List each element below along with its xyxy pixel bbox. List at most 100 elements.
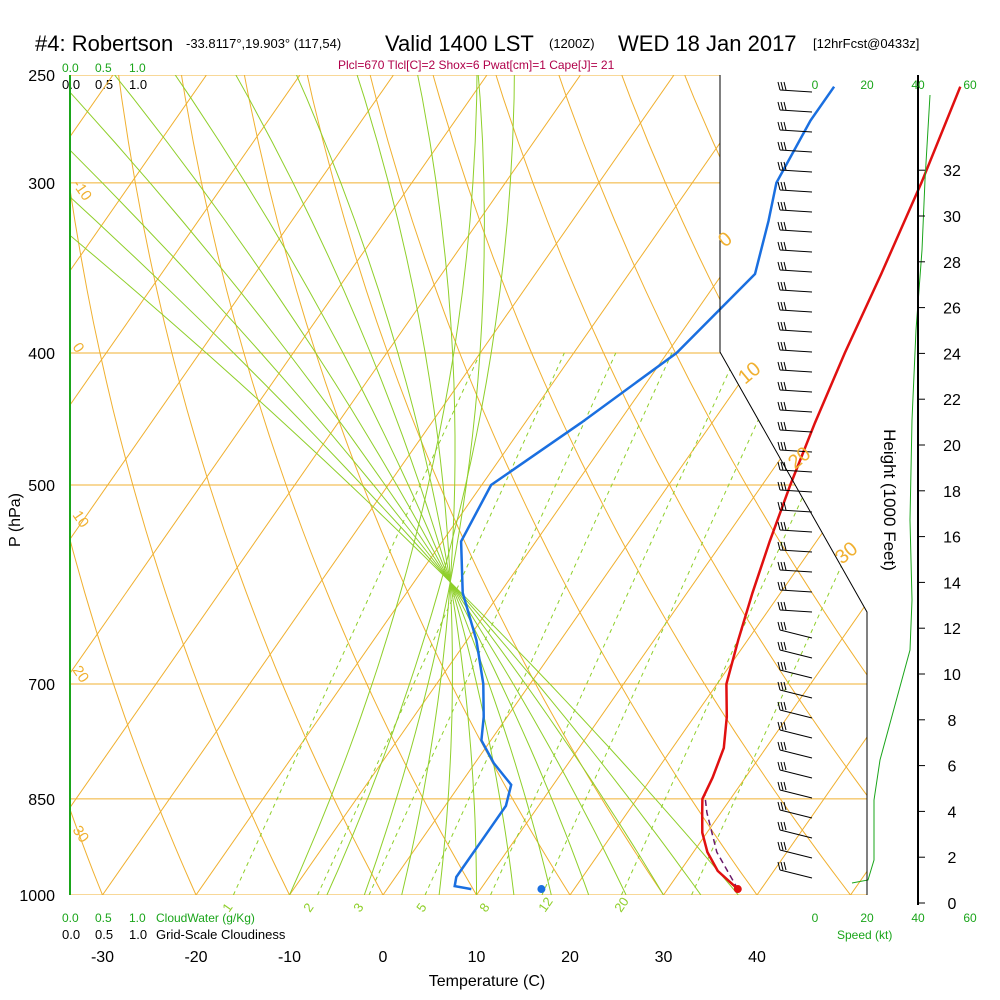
wind-barb-flag xyxy=(780,661,784,671)
dry-adiabat xyxy=(177,75,477,895)
wind-barb-flag xyxy=(777,501,781,511)
height-tick-4: 4 xyxy=(948,804,957,821)
moist-adiabat xyxy=(401,75,456,895)
height-tick-6: 6 xyxy=(948,759,957,776)
wind-barb-flag xyxy=(780,521,784,531)
wind-barb-flag xyxy=(777,521,781,531)
cloudwater-legend: CloudWater (g/Kg) xyxy=(156,911,255,925)
pressure-tick-400: 400 xyxy=(28,346,55,363)
wind-barb-flag xyxy=(780,561,784,571)
wind-barb-flag xyxy=(780,681,784,691)
dry-adiabat xyxy=(301,75,664,895)
isotherm xyxy=(0,0,18,895)
wind-barb-flag xyxy=(783,601,787,611)
wind-barb xyxy=(779,829,813,839)
temperature-tick--30: -30 xyxy=(91,949,114,966)
temperature-tick-20: 20 xyxy=(561,949,579,966)
wind-barb-flag xyxy=(777,481,781,491)
speed-tick-top-0: 0 xyxy=(812,78,819,92)
wind-barb-flag xyxy=(777,561,781,571)
mixing-ratio-label-8: 8 xyxy=(476,900,492,915)
wind-barb-flag xyxy=(777,221,781,231)
wind-barb xyxy=(779,349,813,353)
station-title: #4: Robertson xyxy=(35,31,173,56)
wind-barb xyxy=(779,869,813,879)
valid-time: Valid 1400 LST xyxy=(385,31,534,56)
cloudiness-scale-bottom-0: 0.0 xyxy=(62,927,80,942)
height-tick-30: 30 xyxy=(943,209,961,226)
parcel-trace xyxy=(704,795,739,890)
moist-adiabat xyxy=(95,75,590,895)
wind-barb-flag xyxy=(783,581,787,591)
wind-barb-flag xyxy=(783,241,787,251)
wind-barb-flag xyxy=(783,761,787,771)
wind-barb-flag xyxy=(783,181,787,191)
wind-barb-flag xyxy=(780,741,784,751)
wind-barb-flag xyxy=(777,321,781,331)
wind-barb-flag xyxy=(783,161,787,171)
wind-barb xyxy=(779,89,813,93)
temperature-tick-30: 30 xyxy=(655,949,673,966)
isotherm xyxy=(850,75,867,895)
wind-barb xyxy=(779,849,813,859)
wind-barb xyxy=(779,769,813,779)
forecast-date: WED 18 Jan 2017 xyxy=(618,31,797,56)
wind-barb-flag xyxy=(780,201,784,211)
wind-barb-flag xyxy=(780,321,784,331)
wind-barb-flag xyxy=(783,861,787,871)
wind-barb-flag xyxy=(780,341,784,351)
speed-tick-0: 0 xyxy=(812,911,819,925)
height-tick-10: 10 xyxy=(943,667,961,684)
cloudwater-scale-bottom-1: 0.5 xyxy=(95,911,112,925)
background-grid xyxy=(0,0,867,895)
dry-adiabat-label-6: 0 xyxy=(714,228,737,252)
wind-barb-flag xyxy=(777,201,781,211)
wind-barb xyxy=(779,329,813,333)
dry-adiabat xyxy=(70,75,290,895)
mixing-ratio-label-20: 20 xyxy=(611,894,632,914)
wind-barb-flag xyxy=(783,341,787,351)
wind-barb xyxy=(779,369,813,373)
wind-barb-flag xyxy=(783,201,787,211)
wind-barb-flag xyxy=(777,701,781,711)
wind-barb-flag xyxy=(783,421,787,431)
moist-adiabat xyxy=(70,75,739,895)
mixing-ratio-line xyxy=(232,352,481,895)
wind-barb-flag xyxy=(783,261,787,271)
wind-barb-flag xyxy=(777,721,781,731)
utc-time: (1200Z) xyxy=(549,36,595,51)
isotherm xyxy=(102,75,767,895)
wind-barb-flag xyxy=(780,121,784,131)
wind-barb-flag xyxy=(783,821,787,831)
wind-barb-flag xyxy=(780,81,784,91)
wind-barb xyxy=(779,209,813,213)
wind-barb xyxy=(779,649,813,659)
wind-barb xyxy=(779,729,813,739)
wind-barb-flag xyxy=(780,821,784,831)
wind-barb-flag xyxy=(783,121,787,131)
moist-adiabat xyxy=(348,75,453,895)
wind-barb-flag xyxy=(783,801,787,811)
wind-barb xyxy=(779,609,813,613)
dry-adiabat xyxy=(70,75,197,895)
wind-barb-flag xyxy=(780,101,784,111)
speed-axis-label: Speed (kt) xyxy=(837,928,892,942)
speed-tick-top-20: 20 xyxy=(860,78,874,92)
wind-barb-flag xyxy=(783,561,787,571)
wind-barb-flag xyxy=(780,621,784,631)
height-tick-12: 12 xyxy=(943,621,961,638)
wind-barb xyxy=(779,289,813,293)
pressure-tick-850: 850 xyxy=(28,792,55,809)
speed-tick-20: 20 xyxy=(860,911,874,925)
wind-barb-flag xyxy=(780,381,784,391)
wind-barb-flag xyxy=(777,841,781,851)
moist-adiabat xyxy=(70,75,627,895)
moist-adiabat xyxy=(70,75,664,895)
height-tick-8: 8 xyxy=(948,713,957,730)
wind-barb-flag xyxy=(783,641,787,651)
wind-barb xyxy=(779,109,813,113)
wind-barb xyxy=(779,429,813,433)
wind-barb-flag xyxy=(777,461,781,471)
wind-barb-flag xyxy=(783,701,787,711)
